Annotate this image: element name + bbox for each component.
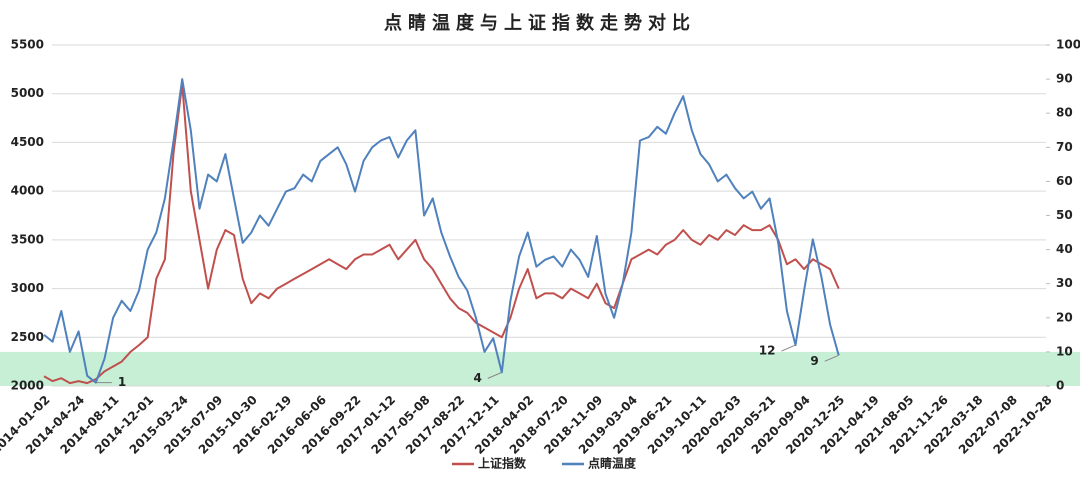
annotation: 9 (810, 354, 818, 368)
y2-tick-label: 0 (1056, 379, 1064, 393)
series-line (43, 83, 840, 385)
y-tick-label: 4500 (11, 135, 44, 149)
highlight-band (0, 351, 1080, 386)
y2-tick-label: 20 (1056, 310, 1073, 324)
annotation: 12 (759, 344, 776, 358)
y2-tick-label: 30 (1056, 276, 1073, 290)
series-line (43, 78, 840, 384)
y-tick-label: 3000 (11, 281, 44, 295)
annotation-leader (824, 354, 839, 362)
y2-tick-label: 10 (1056, 344, 1073, 358)
y2-tick-label: 80 (1056, 106, 1073, 120)
y2-tick-label: 90 (1056, 72, 1073, 86)
y-tick-label: 3500 (11, 232, 44, 246)
y-tick-label: 5500 (11, 38, 44, 52)
annotation-leader (781, 344, 796, 352)
y2-tick-label: 50 (1056, 208, 1073, 222)
y-tick-label: 2000 (11, 379, 44, 393)
annotation: 1 (118, 375, 126, 389)
annotation-leader (487, 371, 503, 379)
y2-tick-label: 70 (1056, 140, 1073, 154)
y2-tick-label: 40 (1056, 242, 1073, 256)
y-tick-label: 2500 (11, 330, 44, 344)
annotation: 4 (473, 371, 481, 385)
legend-label: 点睛温度 (588, 456, 637, 471)
legend-label: 上证指数 (478, 456, 527, 471)
chart-title: 点睛温度与上证指数走势对比 (384, 12, 696, 34)
y2-tick-label: 60 (1056, 174, 1073, 188)
y2-tick-label: 100 (1056, 38, 1080, 52)
y-tick-label: 4000 (11, 184, 44, 198)
y-tick-label: 5000 (11, 86, 44, 100)
